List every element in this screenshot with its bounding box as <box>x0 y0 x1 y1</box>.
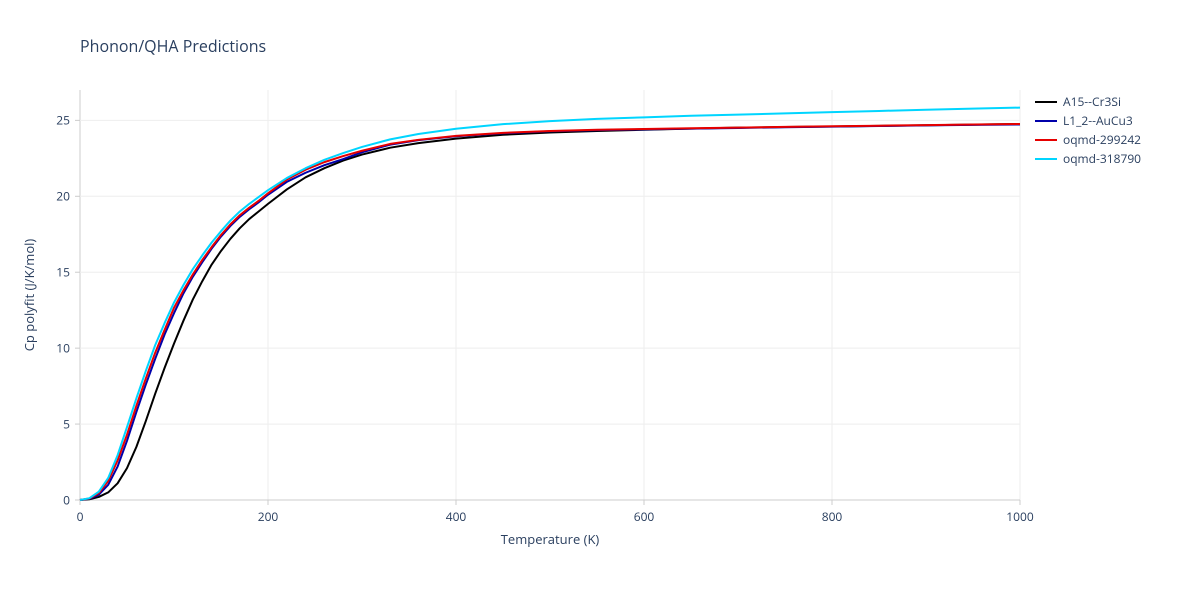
chart-plot-area[interactable] <box>80 90 1020 500</box>
x-tick-label: 800 <box>822 508 843 525</box>
chart-legend: A15--Cr3Si L1_2--AuCu3 oqmd-299242 oqmd-318… <box>1035 92 1141 168</box>
x-tick-label: 1000 <box>1006 508 1033 525</box>
y-axis-label: Cp polyfit (J/K/mol) <box>20 239 38 352</box>
legend-label: oqmd-299242 <box>1063 131 1141 148</box>
y-tick-label: 10 <box>56 340 70 357</box>
chart-title: Phonon/QHA Predictions <box>80 35 266 57</box>
x-axis-label: Temperature (K) <box>501 530 600 548</box>
legend-swatch <box>1035 120 1057 122</box>
x-tick-label: 0 <box>77 508 84 525</box>
legend-swatch <box>1035 101 1057 103</box>
legend-item[interactable]: oqmd-318790 <box>1035 149 1141 168</box>
x-tick-label: 400 <box>446 508 467 525</box>
y-tick-label: 25 <box>56 112 70 129</box>
legend-swatch <box>1035 158 1057 160</box>
legend-item[interactable]: L1_2--AuCu3 <box>1035 111 1141 130</box>
y-tick-label: 0 <box>63 492 70 509</box>
x-tick-label: 200 <box>258 508 279 525</box>
y-tick-label: 5 <box>63 416 70 433</box>
y-tick-label: 15 <box>56 264 70 281</box>
legend-label: L1_2--AuCu3 <box>1063 112 1133 129</box>
legend-label: A15--Cr3Si <box>1063 93 1121 110</box>
y-tick-label: 20 <box>56 188 70 205</box>
legend-label: oqmd-318790 <box>1063 150 1141 167</box>
legend-item[interactable]: A15--Cr3Si <box>1035 92 1141 111</box>
legend-swatch <box>1035 139 1057 141</box>
x-tick-label: 600 <box>634 508 655 525</box>
legend-item[interactable]: oqmd-299242 <box>1035 130 1141 149</box>
chart-container: Phonon/QHA Predictions 02004006008001000… <box>0 0 1200 600</box>
